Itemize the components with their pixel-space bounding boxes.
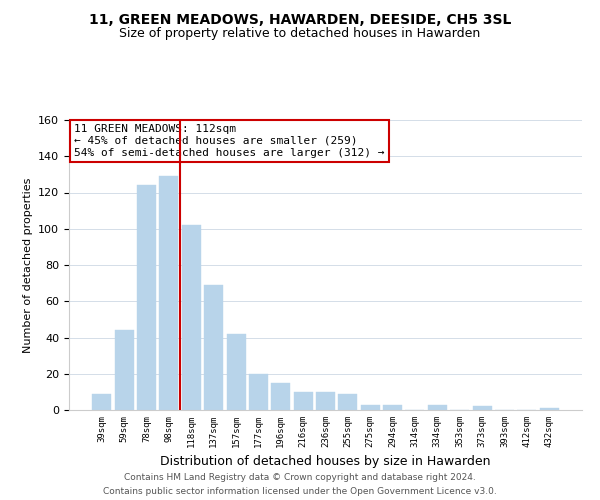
Bar <box>137 185 156 410</box>
Bar <box>271 383 290 410</box>
Text: Contains public sector information licensed under the Open Government Licence v3: Contains public sector information licen… <box>103 488 497 496</box>
Bar <box>293 392 313 410</box>
Bar <box>92 394 112 410</box>
Bar <box>473 406 491 410</box>
Bar <box>227 334 245 410</box>
Bar <box>539 408 559 410</box>
Bar <box>204 285 223 410</box>
Text: 11, GREEN MEADOWS, HAWARDEN, DEESIDE, CH5 3SL: 11, GREEN MEADOWS, HAWARDEN, DEESIDE, CH… <box>89 12 511 26</box>
Bar <box>383 404 402 410</box>
Bar <box>316 392 335 410</box>
Bar <box>338 394 358 410</box>
Text: 11 GREEN MEADOWS: 112sqm
← 45% of detached houses are smaller (259)
54% of semi-: 11 GREEN MEADOWS: 112sqm ← 45% of detach… <box>74 124 385 158</box>
Text: Contains HM Land Registry data © Crown copyright and database right 2024.: Contains HM Land Registry data © Crown c… <box>124 472 476 482</box>
Y-axis label: Number of detached properties: Number of detached properties <box>23 178 32 352</box>
Bar <box>361 404 380 410</box>
Text: Size of property relative to detached houses in Hawarden: Size of property relative to detached ho… <box>119 28 481 40</box>
Bar <box>428 404 447 410</box>
Bar <box>115 330 134 410</box>
Bar <box>182 225 201 410</box>
X-axis label: Distribution of detached houses by size in Hawarden: Distribution of detached houses by size … <box>160 456 491 468</box>
Bar <box>249 374 268 410</box>
Bar <box>160 176 178 410</box>
